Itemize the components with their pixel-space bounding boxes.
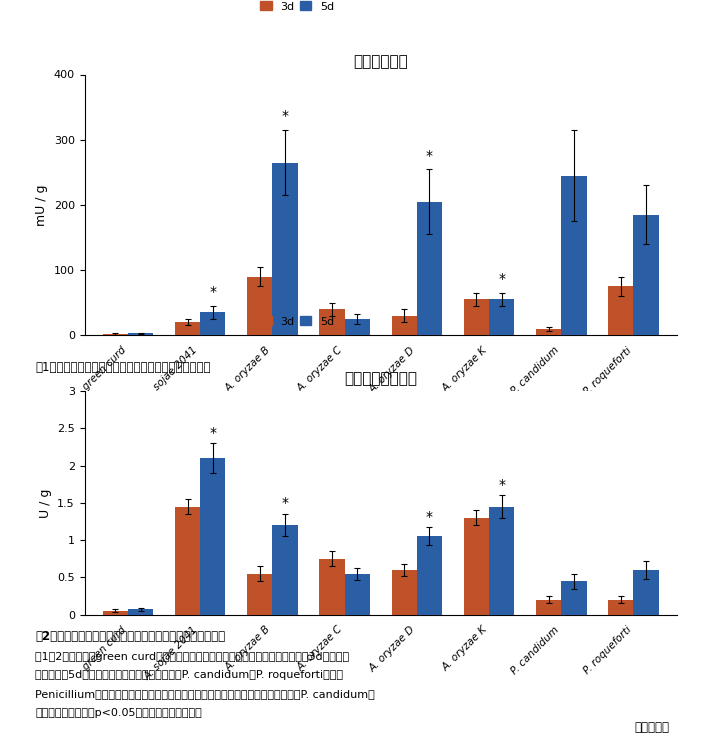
Bar <box>128 609 153 615</box>
Bar <box>561 176 587 335</box>
Text: *: * <box>426 510 433 524</box>
Bar <box>634 215 658 335</box>
Bar <box>175 322 200 335</box>
Bar <box>391 316 417 335</box>
Bar <box>319 309 345 335</box>
Legend: 3d, 5d: 3d, 5d <box>256 0 338 16</box>
Bar <box>489 299 515 335</box>
Legend: 3d, 5d: 3d, 5d <box>256 311 338 331</box>
Bar <box>247 574 272 615</box>
Bar <box>464 518 489 615</box>
Title: プロテアーゼ活性: プロテアーゼ活性 <box>344 371 417 386</box>
Text: *: * <box>209 285 216 299</box>
Bar <box>489 507 515 615</box>
Text: Penicilliumチーズ熟成スターター菌株である。＊は５日目の酵素活性において、P. candidumの: Penicilliumチーズ熟成スターター菌株である。＊は５日目の酵素活性におい… <box>35 689 375 699</box>
Text: *: * <box>209 425 216 440</box>
Text: *: * <box>426 148 433 162</box>
Bar <box>272 162 298 335</box>
Bar <box>561 581 587 615</box>
Text: （鈴木聡）: （鈴木聡） <box>634 721 670 734</box>
Bar <box>391 570 417 615</box>
Bar <box>464 299 489 335</box>
Y-axis label: U / g: U / g <box>39 488 51 518</box>
Bar <box>608 286 634 335</box>
Text: *: * <box>281 110 288 124</box>
Bar <box>103 334 128 335</box>
Text: 図2　熟成工程におけるチーズカード中のプロテアーゼ活性: 図2 熟成工程におけるチーズカード中のプロテアーゼ活性 <box>35 630 226 642</box>
Title: リパーゼ活性: リパーゼ活性 <box>353 54 408 69</box>
Text: 図1，2において、green curdは、カビ未接種の０日目チーズカードを表す。赤桢3dは熟成３: 図1，2において、green curdは、カビ未接種の０日目チーズカードを表す。… <box>35 652 350 662</box>
Bar <box>536 600 561 615</box>
Y-axis label: mU / g: mU / g <box>35 184 48 226</box>
Bar <box>345 319 370 335</box>
Text: *: * <box>498 478 505 492</box>
Bar <box>345 574 370 615</box>
Bar <box>247 276 272 335</box>
Bar <box>417 202 442 335</box>
Text: *: * <box>498 273 505 286</box>
Bar <box>319 559 345 615</box>
Text: 麹菌: 麹菌 <box>265 518 279 530</box>
Bar <box>103 611 128 615</box>
Bar <box>608 600 634 615</box>
Text: 値との間に有意差（p<0.05）があるものを示す。: 値との間に有意差（p<0.05）があるものを示す。 <box>35 708 202 717</box>
Bar <box>272 525 298 615</box>
Bar <box>175 507 200 615</box>
Text: 図1　熟成工程におけるチーズカード中のリパーゼ活性: 図1 熟成工程におけるチーズカード中のリパーゼ活性 <box>35 361 211 374</box>
Bar <box>536 329 561 335</box>
Bar <box>634 570 658 615</box>
Bar <box>200 458 226 615</box>
Bar <box>200 312 226 335</box>
Text: *: * <box>281 496 288 510</box>
Bar <box>128 333 153 335</box>
Text: 市販スターター: 市販スターター <box>537 518 586 530</box>
Text: 日目、青桢5dは熟成５日目の酵素活性を表す。P. candidum，P. roquefortiは市販: 日目、青桢5dは熟成５日目の酵素活性を表す。P. candidum，P. roq… <box>35 670 343 680</box>
Bar <box>417 536 442 615</box>
